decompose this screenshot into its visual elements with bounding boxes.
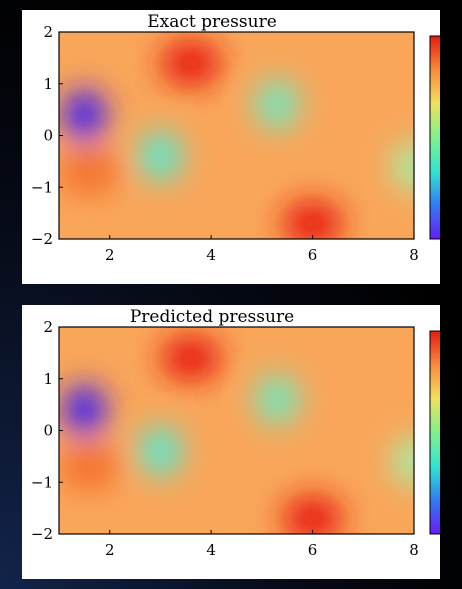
x-tick-label: 8 bbox=[409, 246, 419, 264]
chart-title: Exact pressure bbox=[147, 12, 277, 32]
y-tick-label: 1 bbox=[43, 370, 53, 388]
pressure-minimum-blob bbox=[63, 89, 106, 140]
pressure-maximum-blob bbox=[282, 495, 343, 534]
pressure-maximum-blob bbox=[282, 200, 343, 239]
x-tick-label: 8 bbox=[409, 541, 419, 559]
pressure-minimum-blob bbox=[63, 384, 106, 435]
x-tick-label: 6 bbox=[308, 246, 318, 264]
pressure-minimum-blob bbox=[392, 436, 414, 487]
pressure-minimum-blob bbox=[255, 374, 299, 425]
pressure-maximum-blob bbox=[59, 148, 120, 196]
field-background bbox=[59, 32, 414, 239]
chart-title: Predicted pressure bbox=[130, 307, 294, 327]
x-tick-label: 2 bbox=[105, 541, 115, 559]
pressure-minimum-blob bbox=[139, 426, 182, 477]
pressure-minimum-blob bbox=[392, 141, 414, 192]
exact-pressure-panel: Exact pressure 2 4 6 8 2 1 0 −1 −2 bbox=[22, 10, 454, 284]
y-tick-label: 0 bbox=[43, 127, 53, 145]
pressure-minimum-blob bbox=[139, 131, 182, 182]
x-tick-label: 4 bbox=[206, 246, 216, 264]
predicted-pressure-panel: Predicted pressure 2 4 6 8 2 1 0 −1 −2 bbox=[22, 305, 454, 579]
x-tick-label: 6 bbox=[308, 541, 318, 559]
y-tick-label: 0 bbox=[43, 422, 53, 440]
y-tick-label: 2 bbox=[43, 23, 53, 41]
y-tick-label: −1 bbox=[31, 473, 53, 491]
predicted-pressure-chart: Predicted pressure 2 4 6 8 2 1 0 −1 −2 bbox=[31, 307, 454, 559]
y-tick-label: −1 bbox=[31, 178, 53, 196]
pressure-maximum-blob bbox=[59, 443, 120, 491]
y-tick-label: 1 bbox=[43, 75, 53, 93]
pressure-maximum-blob bbox=[160, 39, 222, 87]
x-tick-label: 4 bbox=[206, 541, 216, 559]
colorbar bbox=[429, 35, 451, 240]
y-tick-label: −2 bbox=[31, 525, 53, 543]
pressure-maximum-blob bbox=[160, 334, 222, 382]
pressure-field bbox=[59, 32, 414, 239]
y-tick-label: 2 bbox=[43, 318, 53, 336]
x-tick-label: 2 bbox=[105, 246, 115, 264]
field-background bbox=[59, 327, 414, 534]
pressure-field bbox=[59, 327, 414, 534]
pressure-minimum-blob bbox=[255, 79, 299, 130]
y-tick-label: −2 bbox=[31, 230, 53, 248]
exact-pressure-chart: Exact pressure 2 4 6 8 2 1 0 −1 −2 bbox=[31, 12, 454, 264]
colorbar bbox=[429, 330, 451, 535]
